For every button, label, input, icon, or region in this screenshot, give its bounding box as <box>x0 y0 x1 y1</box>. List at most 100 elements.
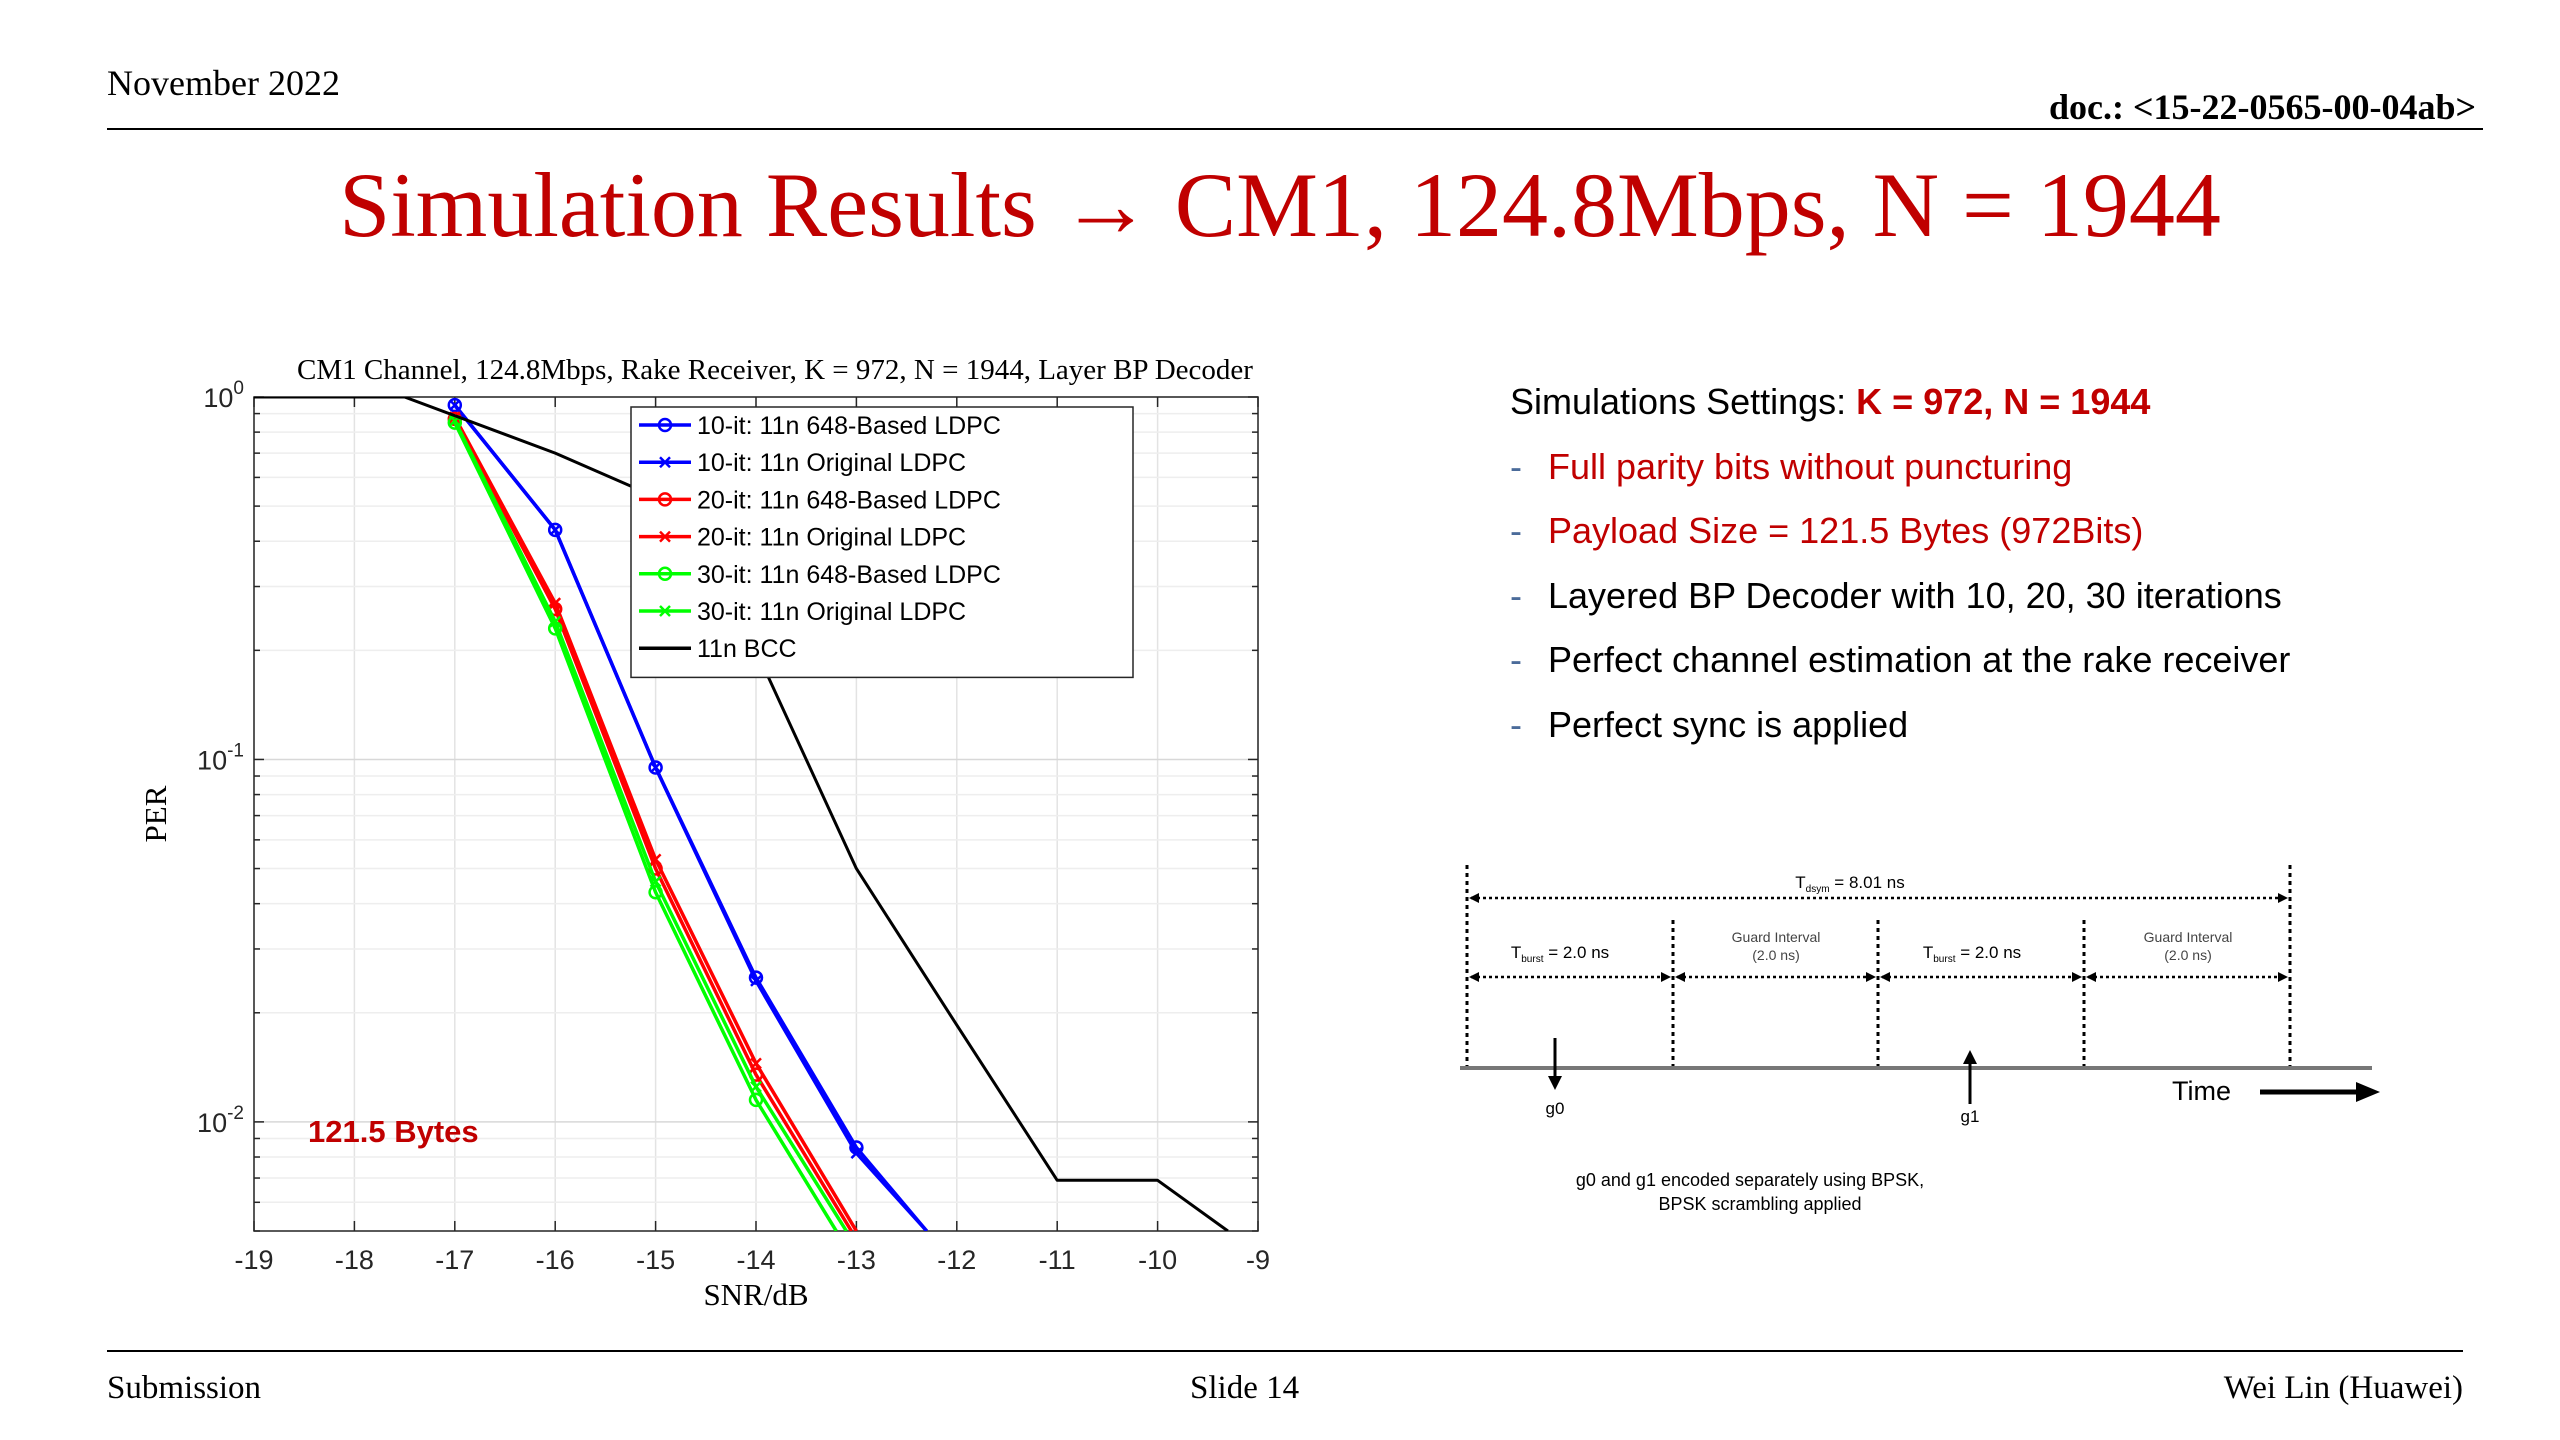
settings-item-text: Full parity bits without puncturing <box>1548 445 2073 487</box>
slide-title: Simulation Results → CM1, 124.8Mbps, N =… <box>339 154 2221 256</box>
header-date: November 2022 <box>107 63 340 103</box>
chart-title: CM1 Channel, 124.8Mbps, Rake Receiver, K… <box>297 354 1253 386</box>
time-label: Time <box>2172 1076 2231 1106</box>
settings-heading: Simulations Settings: K = 972, N = 1944 <box>1510 370 2290 435</box>
g1-pulse-head <box>1963 1050 1977 1064</box>
diagram-caption-2: BPSK scrambling applied <box>1658 1194 1861 1214</box>
settings-item: - Full parity bits without puncturing <box>1510 435 2290 500</box>
x-tick-label: -13 <box>837 1245 876 1275</box>
series-line-4 <box>453 421 838 1231</box>
bullet-dash: - <box>1510 639 1522 680</box>
x-tick-label: -11 <box>1039 1245 1076 1275</box>
data-point <box>750 1057 762 1070</box>
legend-label: 20-it: 11n Original LDPC <box>697 524 966 552</box>
g0-label: g0 <box>1546 1099 1565 1118</box>
bullet-dash: - <box>1510 510 1522 551</box>
settings-item-text: Perfect sync is applied <box>1548 703 1909 745</box>
data-point <box>850 1147 863 1160</box>
y-tick-label: 10-2 <box>197 1103 244 1138</box>
legend-label: 10-it: 11n 648-Based LDPC <box>697 412 1001 440</box>
guard-sub-1: (2.0 ns) <box>1752 947 1799 963</box>
x-tick-label: -19 <box>234 1245 273 1275</box>
legend-box <box>630 406 1134 679</box>
settings-list: - Full parity bits without puncturing - Pay… <box>1510 435 2290 758</box>
x-axis-label: SNR/dB <box>703 1277 808 1312</box>
settings-item: - Perfect channel estimation at the rake … <box>1510 628 2290 693</box>
series-layer <box>254 397 1229 1231</box>
data-point <box>549 597 562 609</box>
time-arrow-head <box>2356 1082 2380 1102</box>
legend-label: 11n BCC <box>697 635 797 663</box>
data-point <box>648 760 663 775</box>
x-tick-label: -9 <box>1246 1245 1270 1275</box>
simulation-settings: Simulations Settings: K = 972, N = 1944 … <box>1510 370 2290 757</box>
header-doc-number: doc.: <15-22-0565-00-04ab> <box>2049 87 2476 127</box>
footer-author: Wei Lin (Huawei) <box>2223 1370 2463 1406</box>
x-tick-label: -14 <box>736 1245 775 1275</box>
legend-marker <box>657 417 673 433</box>
symbol-boundaries <box>1465 865 2292 1068</box>
data-point <box>750 974 762 987</box>
legend-marker <box>659 605 671 617</box>
data-point <box>549 615 562 628</box>
legend: 10-it: 11n 648-Based LDPC 10-it: 11n Orig… <box>630 406 1134 679</box>
tburst-label-2: Tburst = 2.0 ns <box>1923 943 2021 965</box>
x-tick-label: -16 <box>536 1245 575 1275</box>
series-line-6 <box>254 397 1229 1231</box>
guard-sub-2: (2.0 ns) <box>2164 947 2211 963</box>
settings-heading-label: Simulations Settings: <box>1510 381 1857 422</box>
diagram-caption-1: g0 and g1 encoded separately using BPSK, <box>1576 1170 1924 1190</box>
y-tick-label: 100 <box>203 378 244 413</box>
settings-item-text: Perfect channel estimation at the rake r… <box>1548 639 2291 680</box>
chart-annotation: 121.5 Bytes <box>308 1114 479 1149</box>
guard-label-2: Guard Interval <box>2144 929 2233 945</box>
series-line-2 <box>453 418 853 1231</box>
data-point <box>549 523 562 536</box>
header-rule <box>107 128 2483 130</box>
data-point <box>447 397 463 413</box>
legend-marker <box>659 530 671 543</box>
settings-item-text: Layered BP Decoder with 10, 20, 30 itera… <box>1548 574 2282 616</box>
bullet-dash: - <box>1510 703 1522 745</box>
footer-rule <box>107 1350 2463 1352</box>
bullet-dash: - <box>1510 574 1522 616</box>
y-tick-label: 10-1 <box>197 740 244 775</box>
x-tick-label: -15 <box>636 1245 675 1275</box>
settings-item: - Layered BP Decoder with 10, 20, 30 iter… <box>1510 564 2290 629</box>
per-chart: CM1 Channel, 124.8Mbps, Rake Receiver, K… <box>138 354 1270 1312</box>
legend-label: 10-it: 11n Original LDPC <box>697 449 966 477</box>
g0-pulse-head <box>1548 1076 1562 1090</box>
y-axis-label: PER <box>138 785 173 842</box>
x-tick-label: -10 <box>1138 1245 1177 1275</box>
footer-submission: Submission <box>107 1370 262 1406</box>
settings-item: - Perfect sync is applied <box>1510 693 2290 758</box>
x-tick-label: -18 <box>335 1245 374 1275</box>
data-point <box>750 1080 762 1093</box>
settings-item-text: Payload Size = 121.5 Bytes (972Bits) <box>1548 510 2144 551</box>
bullet-dash: - <box>1510 445 1522 487</box>
data-point <box>448 399 461 411</box>
settings-item: - Payload Size = 121.5 Bytes (972Bits) <box>1510 499 2290 564</box>
data-point <box>649 875 662 888</box>
tburst-label-1: Tburst = 2.0 ns <box>1511 943 1609 965</box>
guard-label-1: Guard Interval <box>1732 929 1821 945</box>
legend-label: 20-it: 11n 648-Based LDPC <box>697 486 1001 514</box>
x-tick-label: -17 <box>435 1245 474 1275</box>
data-point <box>547 522 563 538</box>
series-line-1 <box>453 404 928 1231</box>
legend-label: 30-it: 11n Original LDPC <box>697 598 966 626</box>
legend-marker <box>657 566 673 582</box>
settings-heading-value: K = 972, N = 1944 <box>1856 381 2151 422</box>
data-point <box>649 853 662 866</box>
footer-slide-number: Slide 14 <box>1190 1370 1300 1406</box>
data-point <box>748 1092 764 1108</box>
data-point <box>649 761 662 774</box>
x-tick-label: -12 <box>937 1245 976 1275</box>
legend-label: 30-it: 11n 648-Based LDPC <box>697 561 1001 589</box>
legend-marker <box>659 456 671 469</box>
timing-diagram: Tdsym = 8.01 ns Tburst = 2.0 ns Tburst =… <box>1460 865 2380 1214</box>
g1-label: g1 <box>1961 1107 1980 1126</box>
series-group <box>254 397 1229 1231</box>
tdsym-label: Tdsym = 8.01 ns <box>1795 873 1904 895</box>
legend-marker <box>657 492 673 507</box>
